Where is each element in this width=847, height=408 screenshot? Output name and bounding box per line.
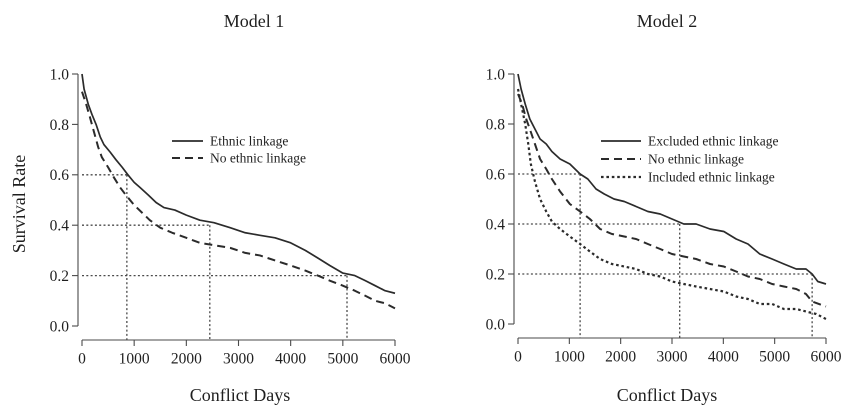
- x-tick-label: 5000: [759, 348, 790, 365]
- x-tick-label: 0: [78, 350, 86, 367]
- x-tick-label: 5000: [327, 350, 358, 367]
- y-tick-label: 0.2: [486, 266, 505, 283]
- x-axis-label: Conflict Days: [190, 385, 291, 405]
- chart-panel-model-2: Model 2 0.0 0.2 0.4 0.6 0.8 1.0 0 1000 2000 3000 40…: [486, 11, 842, 405]
- y-tick-label: 0.6: [486, 166, 506, 183]
- y-tick-label: 0.2: [50, 268, 69, 285]
- y-axis-label: Survival Rate: [9, 155, 29, 253]
- legend-label: No ethnic linkage: [648, 152, 744, 167]
- y-tick-label: 0.8: [50, 117, 70, 134]
- legend-label: Excluded ethnic linkage: [648, 134, 778, 149]
- x-tick-label: 3000: [223, 350, 254, 367]
- series-line-no-ethnic-linkage: [81, 91, 396, 310]
- series-line-included-ethnic-linkage: [516, 88, 827, 320]
- x-tick-label: 4000: [275, 350, 306, 367]
- legend-label: No ethnic linkage: [210, 151, 306, 166]
- x-tick-label: 0: [514, 348, 522, 365]
- x-tick-label: 1000: [119, 350, 150, 367]
- x-tick-label: 3000: [657, 348, 688, 365]
- x-tick-label: 2000: [171, 350, 202, 367]
- chart-title: Model 2: [637, 11, 698, 31]
- y-tick-label: 0.4: [486, 216, 506, 233]
- legend-label: Ethnic linkage: [210, 134, 288, 149]
- y-tick-label: 1.0: [486, 66, 506, 83]
- y-tick-label: 0.6: [50, 167, 70, 184]
- legend-label: Included ethnic linkage: [648, 170, 775, 185]
- series-line-ethnic-linkage: [81, 73, 396, 295]
- x-tick-label: 2000: [605, 348, 636, 365]
- series-line-no-ethnic-linkage: [517, 93, 827, 308]
- y-tick-label: 0.8: [486, 116, 506, 133]
- chart-panel-model-1: Model 1 0.0 0.2 0.4 0.6 0.8 1.0 0 1000 2000 3000 40…: [9, 11, 411, 405]
- y-tick-label: 0.0: [486, 316, 506, 333]
- x-tick-label: 6000: [380, 350, 411, 367]
- y-tick-label: 0.0: [50, 318, 70, 335]
- x-axis-label: Conflict Days: [617, 385, 718, 405]
- y-tick-label: 0.4: [50, 218, 70, 235]
- x-tick-label: 1000: [554, 348, 585, 365]
- series-line-excluded-ethnic-linkage: [517, 73, 827, 285]
- x-tick-label: 6000: [811, 348, 842, 365]
- chart-title: Model 1: [224, 11, 285, 31]
- x-tick-label: 4000: [708, 348, 739, 365]
- y-tick-label: 1.0: [50, 66, 70, 83]
